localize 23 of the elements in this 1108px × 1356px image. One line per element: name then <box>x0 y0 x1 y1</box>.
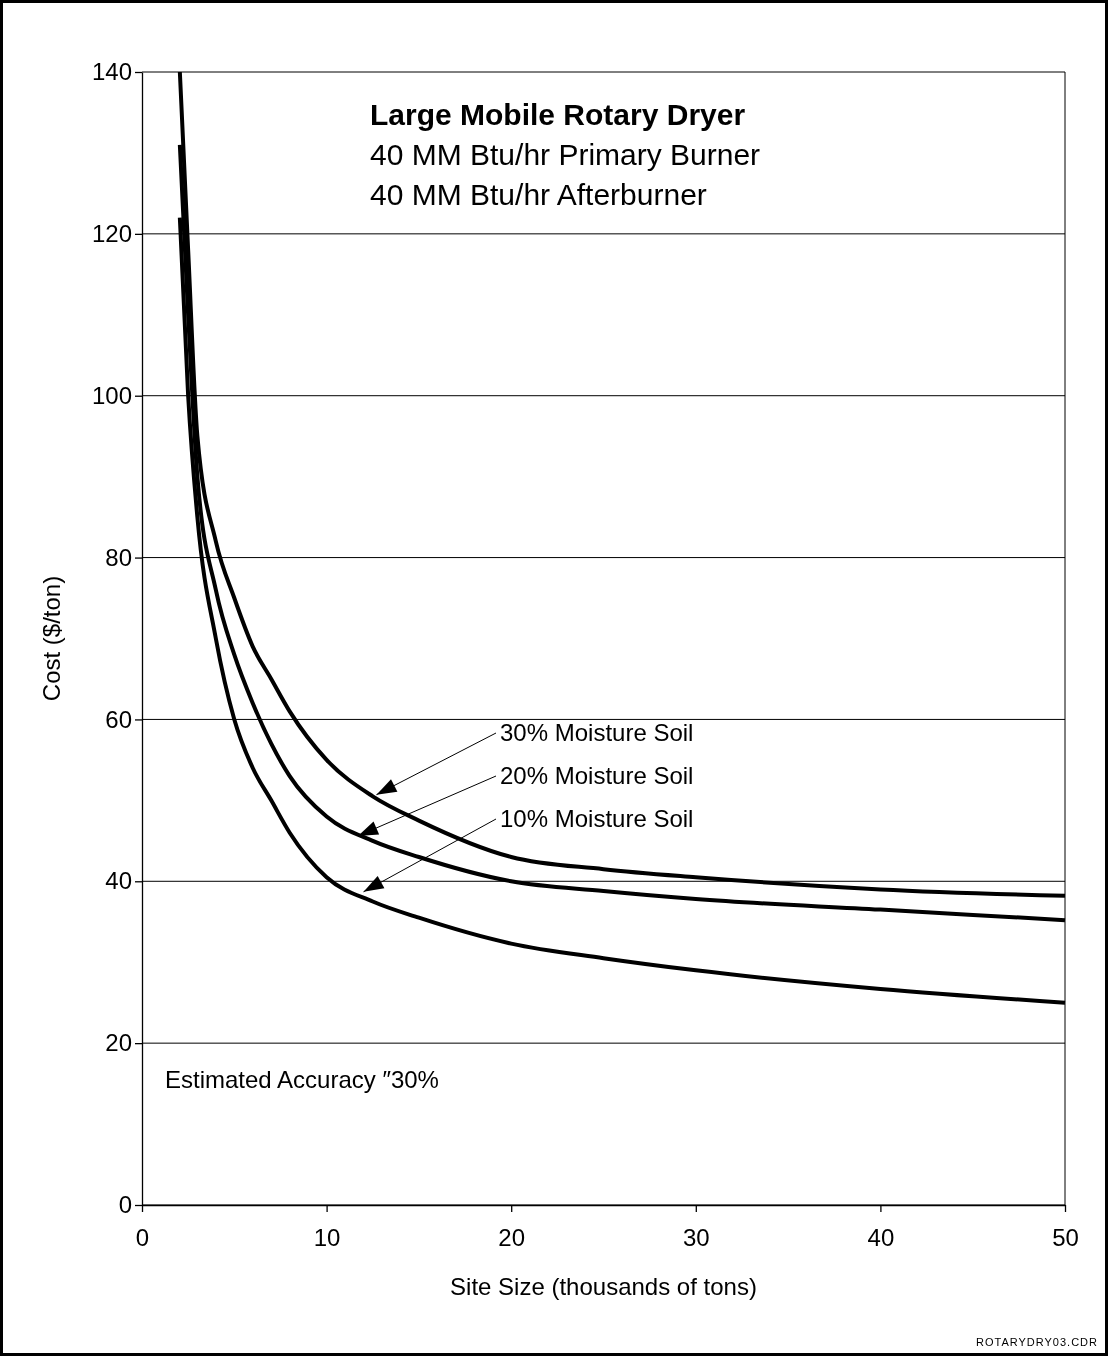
y-axis-title: Cost ($/ton) <box>38 575 65 702</box>
y-tick-label: 140 <box>91 58 132 86</box>
annotation: Estimated Accuracy ″30% <box>165 1066 439 1093</box>
x-tick-label: 40 <box>867 1224 895 1252</box>
x-tick-label: 10 <box>313 1224 341 1252</box>
y-tick-label: 20 <box>105 1029 132 1057</box>
text: ROTARYDRY03.CDR <box>976 1336 1098 1348</box>
annotation: 10% Moisture Soil <box>500 805 694 832</box>
x-tick-label: 50 <box>1052 1224 1079 1252</box>
x-tick-label: 20 <box>498 1224 526 1252</box>
annotation: 30% Moisture Soil <box>500 719 694 746</box>
annotation: 20% Moisture Soil <box>500 762 694 789</box>
y-tick-label: 40 <box>105 867 132 895</box>
y-tick-label: 60 <box>105 705 132 733</box>
x-tick-label: 0 <box>135 1224 150 1252</box>
y-tick-label: 120 <box>91 220 132 248</box>
y-tick-label: 80 <box>105 543 132 571</box>
text: Large Mobile Rotary Dryer <box>370 98 746 131</box>
x-axis-title: Site Size (thousands of tons) <box>450 1273 757 1300</box>
text: 40 MM Btu/hr Primary Burner 40 MM Btu/hr Afterburner <box>370 138 761 211</box>
x-tick-label: 30 <box>682 1224 710 1252</box>
y-tick-label: 0 <box>118 1191 132 1219</box>
y-tick-label: 100 <box>91 381 132 409</box>
